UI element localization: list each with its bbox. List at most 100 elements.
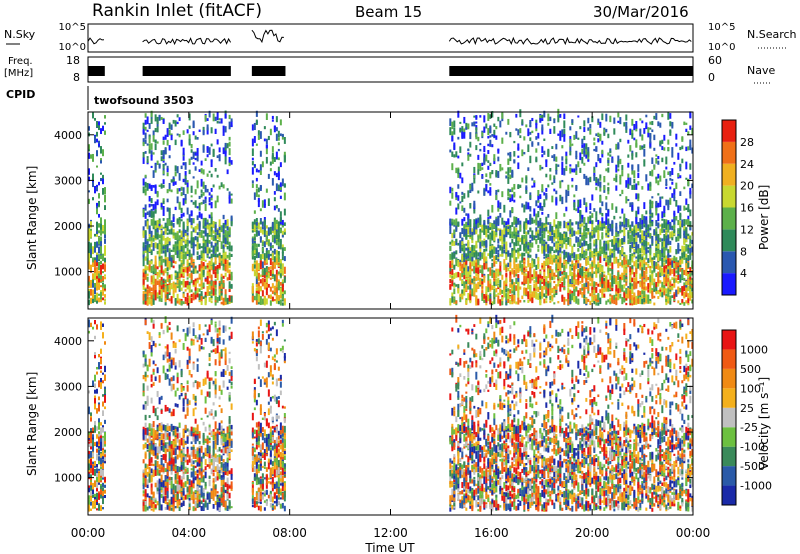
echo-cell: [178, 173, 181, 181]
echo-cell: [184, 229, 187, 235]
echo-cell: [469, 247, 472, 253]
echo-cell: [527, 230, 530, 233]
echo-cell: [599, 121, 602, 128]
echo-cell: [200, 168, 203, 174]
echo-cell: [539, 194, 542, 199]
echo-cell: [230, 295, 233, 303]
echo-cell: [188, 113, 191, 121]
echo-cell: [615, 242, 618, 251]
echo-cell: [279, 299, 282, 306]
echo-cell: [591, 273, 594, 278]
echo-cell: [497, 189, 500, 193]
nsearch-label: N.Search: [747, 28, 797, 41]
echo-cell: [507, 226, 510, 229]
echo-cell: [455, 238, 458, 243]
echo-cell: [509, 194, 512, 198]
echo-cell: [515, 227, 518, 232]
echo-cell: [104, 130, 106, 135]
echo-cell: [255, 263, 258, 268]
echo-cell: [543, 293, 546, 297]
echo-cell: [158, 223, 161, 226]
echo-cell: [623, 266, 626, 272]
echo-cell: [621, 170, 624, 177]
echo-cell: [228, 269, 231, 278]
echo-cell: [98, 230, 100, 234]
echo-cell: [577, 205, 580, 213]
echo-cell: [495, 247, 498, 255]
echo-cell: [561, 296, 564, 299]
echo-cell: [529, 278, 532, 284]
echo-cell: [507, 288, 510, 292]
echo-cell: [467, 234, 470, 238]
echo-cell: [144, 212, 147, 219]
echo-cell: [164, 302, 167, 306]
echo-cell: [645, 286, 648, 291]
echo-cell: [186, 297, 189, 306]
echo-cell: [593, 234, 596, 238]
echo-cell: [265, 236, 268, 241]
echo-cell: [202, 145, 205, 153]
echo-cell: [483, 238, 486, 241]
echo-cell: [275, 133, 278, 141]
echo-cell: [547, 148, 550, 157]
echo-cell: [100, 255, 102, 260]
echo-cell: [210, 237, 213, 240]
echo-cell: [267, 272, 270, 279]
echo-cell: [467, 258, 470, 261]
echo-cell: [591, 213, 594, 218]
echo-cell: [451, 234, 454, 239]
echo-cell: [655, 176, 658, 180]
echo-cell: [98, 193, 100, 199]
echo-cell: [581, 275, 584, 283]
echo-cell: [565, 196, 568, 203]
echo-cell: [253, 210, 256, 214]
echo-cell: [469, 252, 472, 261]
echo-cell: [465, 260, 468, 265]
echo-cell: [519, 184, 522, 188]
echo-cell: [647, 283, 650, 290]
echo-cell: [491, 249, 494, 254]
echo-cell: [257, 286, 260, 291]
echo-cell: [263, 219, 266, 227]
echo-cell: [144, 190, 147, 196]
echo-cell: [483, 159, 486, 165]
echo-cell: [631, 235, 634, 242]
echo-cell: [549, 128, 552, 135]
echo-cell: [208, 147, 211, 152]
echo-cell: [559, 271, 562, 276]
echo-cell: [589, 234, 592, 242]
echo-cell: [577, 269, 580, 273]
echo-cell: [477, 298, 480, 306]
echo-cell: [607, 299, 610, 303]
echo-cell: [567, 297, 570, 305]
echo-cell: [563, 249, 566, 255]
echo-cell: [533, 271, 536, 279]
echo-cell: [273, 227, 276, 236]
echo-cell: [643, 263, 646, 270]
echo-cell: [495, 234, 498, 238]
echo-cell: [609, 294, 612, 297]
echo-cell: [589, 248, 592, 252]
echo-cell: [267, 250, 270, 256]
echo-cell: [535, 200, 538, 207]
echo-cell: [569, 294, 572, 302]
echo-cell: [569, 151, 572, 156]
echo-cell: [571, 168, 574, 173]
echo-cell: [271, 178, 274, 186]
echo-cell: [208, 197, 211, 203]
echo-cell: [583, 274, 586, 277]
echo-cell: [158, 163, 161, 169]
echo-cell: [152, 130, 155, 136]
echo-cell: [507, 230, 510, 235]
echo-cell: [98, 273, 100, 280]
echo-cell: [178, 255, 181, 262]
echo-cell: [192, 237, 195, 245]
echo-cell: [271, 273, 274, 277]
echo-cell: [455, 191, 458, 198]
echo-cell: [273, 285, 276, 292]
echo-cell: [164, 297, 167, 302]
echo-cell: [587, 227, 590, 232]
echo-cell: [651, 212, 654, 218]
echo-cell: [102, 284, 104, 288]
echo-cell: [202, 262, 205, 267]
